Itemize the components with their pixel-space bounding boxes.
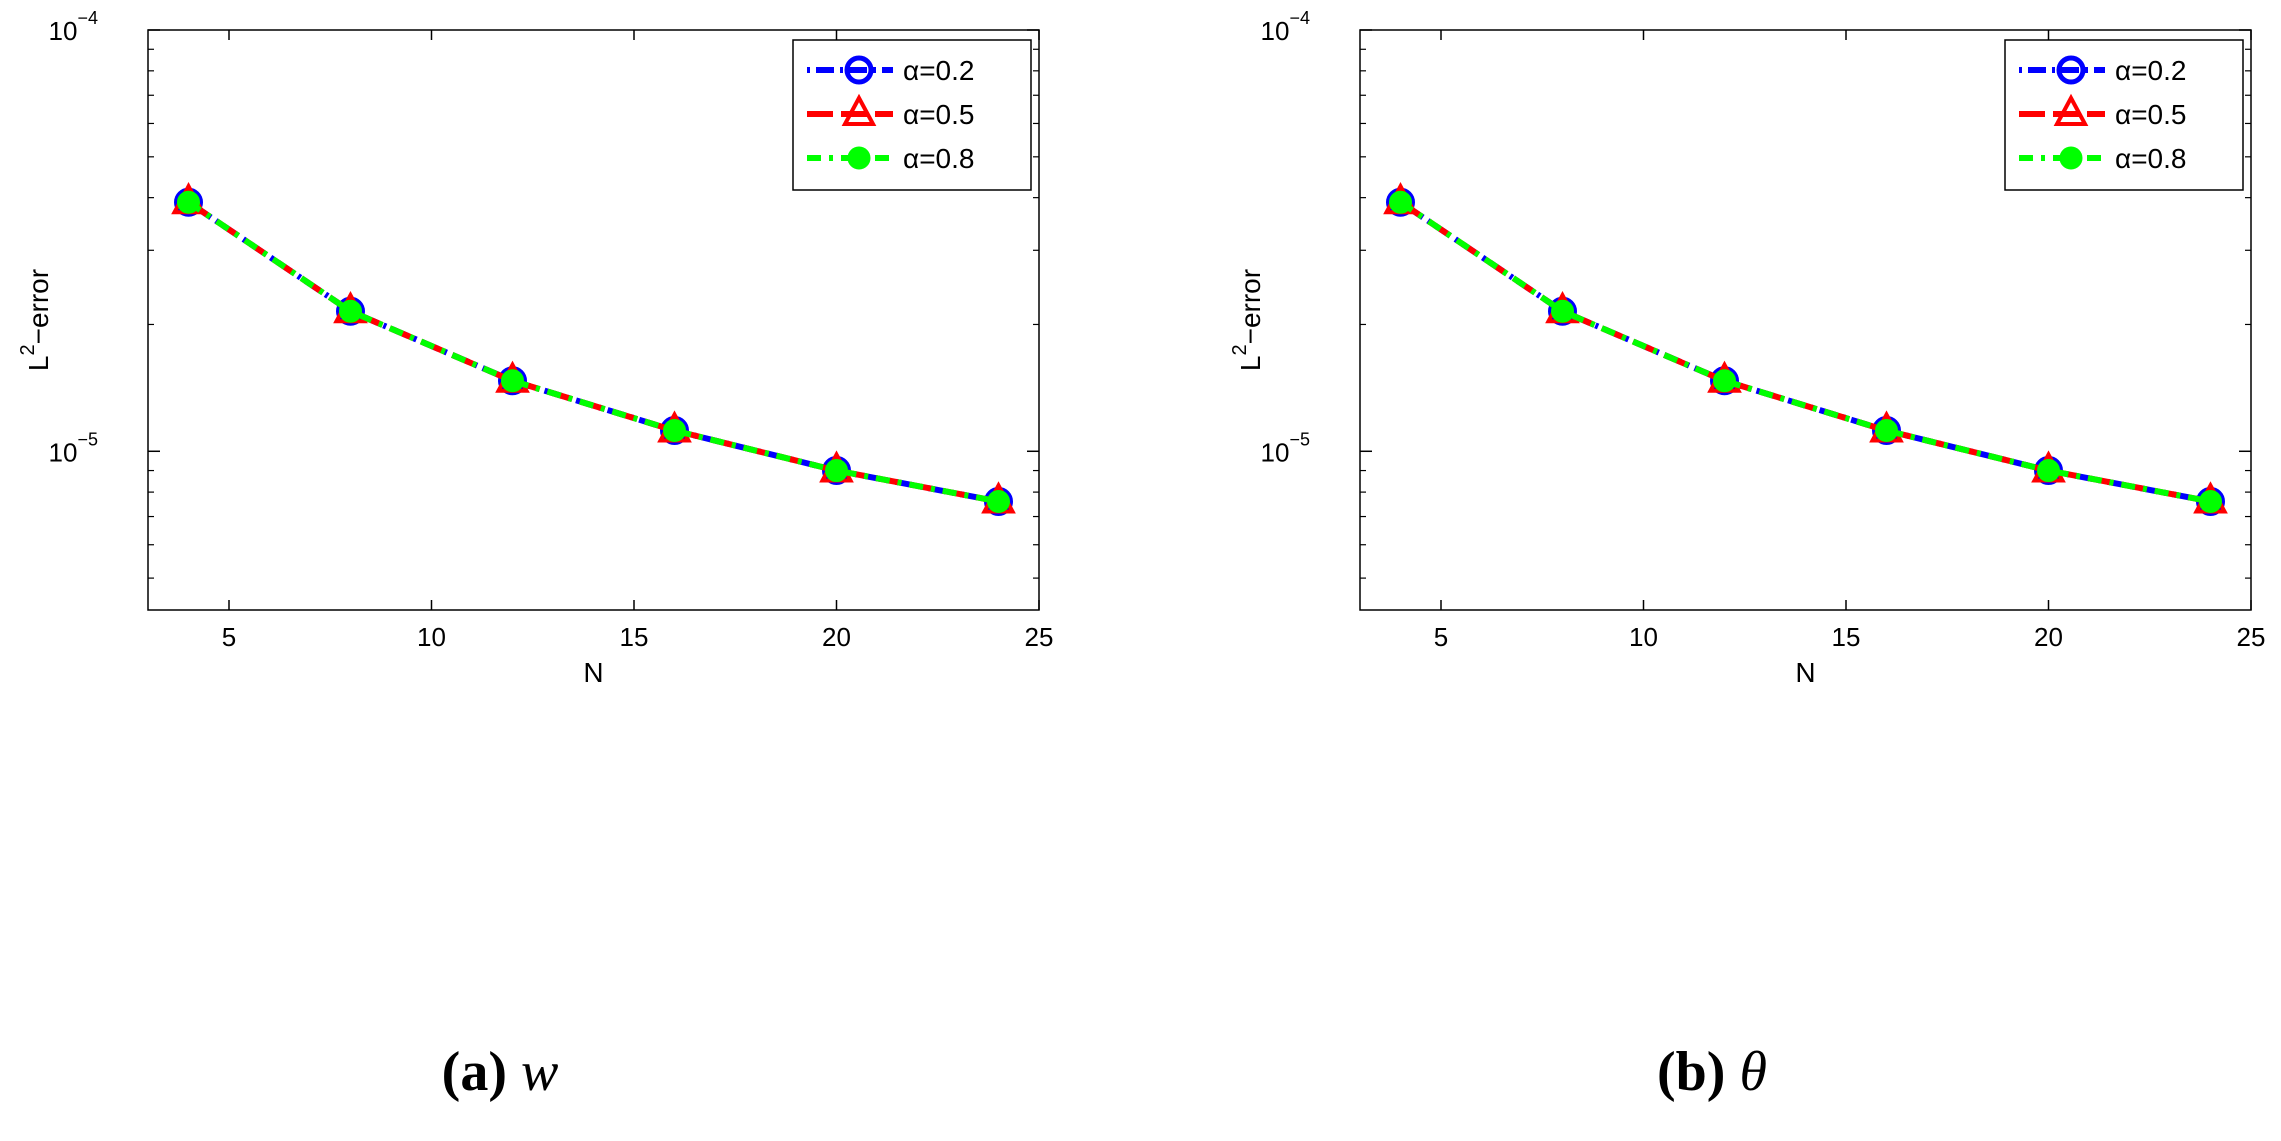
y-axis-label-main: L bbox=[1235, 356, 1266, 372]
chart-panel-b: 5 10 15 20 2510−510−4NL2−errorα=0.2α=0.5α=0.… bbox=[1229, 8, 2265, 1103]
y-tick-exponent: −4 bbox=[1289, 8, 1310, 28]
caption-tag: (a) bbox=[442, 1041, 507, 1103]
y-tick-base: 10 bbox=[49, 16, 78, 46]
data-point-series-3 bbox=[177, 190, 200, 214]
data-point-series-3 bbox=[1875, 419, 1898, 443]
caption-tag: (b) bbox=[1657, 1041, 1725, 1103]
y-tick-exponent: −5 bbox=[1289, 429, 1310, 449]
data-point-series-3 bbox=[1551, 299, 1574, 323]
y-tick-base: 10 bbox=[1261, 16, 1290, 46]
x-tick-label: 5 bbox=[1434, 622, 1448, 652]
x-tick-label: 20 bbox=[822, 622, 851, 652]
y-tick-label: 10−4 bbox=[1261, 8, 1310, 46]
y-axis-label-superscript: 2 bbox=[17, 344, 39, 355]
legend-marker-1 bbox=[844, 55, 874, 85]
y-tick-label: 10−5 bbox=[49, 429, 98, 467]
legend-marker-3 bbox=[847, 146, 871, 170]
y-tick-label: 10−4 bbox=[49, 8, 98, 46]
data-point-series-3 bbox=[2199, 489, 2222, 513]
plot-frame bbox=[1359, 29, 2252, 611]
x-tick-label: 15 bbox=[620, 622, 649, 652]
caption-symbol: θ bbox=[1739, 1041, 1767, 1103]
legend-label-3: α=0.8 bbox=[903, 143, 974, 174]
x-tick-label: 25 bbox=[1025, 622, 1054, 652]
data-point-series-3 bbox=[663, 419, 686, 443]
series-line-1 bbox=[1398, 199, 2212, 505]
y-tick-base: 10 bbox=[1261, 437, 1290, 467]
x-tick-label: 20 bbox=[2034, 622, 2063, 652]
legend-marker-2 bbox=[841, 93, 877, 126]
y-axis-label-main: L bbox=[23, 356, 54, 372]
legend-label-3: α=0.8 bbox=[2115, 143, 2186, 174]
caption-space bbox=[1725, 1041, 1739, 1103]
x-axis-label: N bbox=[1795, 657, 1815, 688]
data-point-series-3 bbox=[825, 459, 848, 483]
series-line-2 bbox=[186, 199, 1000, 505]
x-tick-label: 10 bbox=[1629, 622, 1658, 652]
chart-panel-a: 5 10 15 20 2510−510−4NL2−errorα=0.2α=0.5α=0.… bbox=[17, 8, 1053, 1103]
y-axis-label-suffix: −error bbox=[23, 269, 54, 344]
y-tick-label: 10−5 bbox=[1261, 429, 1310, 467]
y-tick-base: 10 bbox=[49, 437, 78, 467]
series-line-3 bbox=[186, 199, 1000, 505]
caption-symbol: w bbox=[521, 1041, 558, 1103]
y-axis-label-superscript: 2 bbox=[1229, 344, 1251, 355]
plot-frame bbox=[147, 29, 1040, 611]
y-tick-exponent: −5 bbox=[77, 429, 98, 449]
series-line-1 bbox=[186, 199, 1000, 505]
x-tick-label: 5 bbox=[222, 622, 236, 652]
data-point-series-3 bbox=[2037, 459, 2060, 483]
x-tick-label: 15 bbox=[1832, 622, 1861, 652]
legend-marker-1 bbox=[2056, 55, 2086, 85]
legend-marker-2 bbox=[2053, 93, 2089, 126]
x-axis-label: N bbox=[583, 657, 603, 688]
y-axis-label: L2−error bbox=[17, 269, 54, 371]
data-point-series-3 bbox=[1389, 190, 1412, 214]
legend-label-1: α=0.2 bbox=[2115, 55, 2186, 86]
x-tick-label: 25 bbox=[2237, 622, 2266, 652]
legend-label-2: α=0.5 bbox=[903, 99, 974, 130]
y-axis-label: L2−error bbox=[1229, 269, 1266, 371]
y-axis-label-suffix: −error bbox=[1235, 269, 1266, 344]
legend-label-1: α=0.2 bbox=[903, 55, 974, 86]
y-tick-exponent: −4 bbox=[77, 8, 98, 28]
panel-caption: (b) θ bbox=[1657, 1041, 1767, 1103]
caption-space bbox=[507, 1041, 521, 1103]
x-tick-label: 10 bbox=[417, 622, 446, 652]
series-line-2 bbox=[1398, 199, 2212, 505]
legend-marker-3 bbox=[2059, 146, 2083, 170]
legend: α=0.2 α=0.5 α=0.8 bbox=[2004, 39, 2244, 191]
series-line-3 bbox=[1398, 199, 2212, 505]
legend-label-2: α=0.5 bbox=[2115, 99, 2186, 130]
data-point-series-3 bbox=[987, 489, 1010, 513]
data-point-series-3 bbox=[339, 299, 362, 323]
panel-caption: (a) w bbox=[442, 1041, 559, 1103]
data-point-series-3 bbox=[501, 369, 524, 393]
data-point-series-3 bbox=[1713, 369, 1736, 393]
legend: α=0.2 α=0.5 α=0.8 bbox=[792, 39, 1032, 191]
